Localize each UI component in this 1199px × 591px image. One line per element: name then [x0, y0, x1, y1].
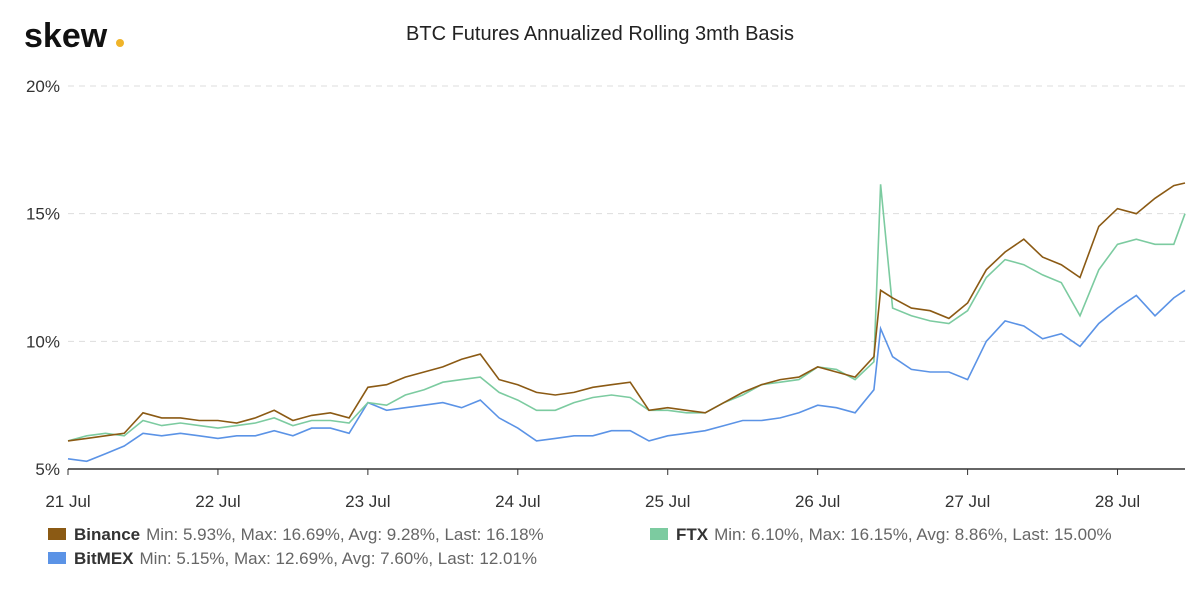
legend-entry: FTX Min: 6.10%, Max: 16.15%, Avg: 8.86%, … — [676, 525, 1112, 544]
x-tick-label: 28 Jul — [1095, 492, 1140, 511]
y-tick-label: 15% — [26, 205, 60, 224]
y-tick-label: 10% — [26, 332, 60, 351]
legend-name: FTX — [676, 525, 709, 544]
legend-name: BitMEX — [74, 549, 134, 568]
x-tick-label: 26 Jul — [795, 492, 840, 511]
x-tick-label: 22 Jul — [195, 492, 240, 511]
x-tick-label: 27 Jul — [945, 492, 990, 511]
legend-stats: Min: 5.15%, Max: 12.69%, Avg: 7.60%, Las… — [140, 549, 538, 568]
legend-swatch — [650, 528, 668, 540]
y-tick-label: 20% — [26, 77, 60, 96]
x-tick-label: 23 Jul — [345, 492, 390, 511]
series-line — [67, 289, 1186, 463]
chart-title: BTC Futures Annualized Rolling 3mth Basi… — [406, 23, 794, 45]
logo: skew — [24, 17, 108, 55]
y-tick-label: 5% — [35, 460, 60, 479]
legend-swatch — [48, 528, 66, 540]
x-tick-label: 21 Jul — [45, 492, 90, 511]
logo-dot — [116, 39, 124, 47]
legend-stats: Min: 6.10%, Max: 16.15%, Avg: 8.86%, Las… — [714, 525, 1112, 544]
legend-entry: Binance Min: 5.93%, Max: 16.69%, Avg: 9.2… — [74, 525, 544, 544]
legend-stats: Min: 5.93%, Max: 16.69%, Avg: 9.28%, Las… — [146, 525, 544, 544]
series-line — [67, 184, 1186, 442]
legend-name: Binance — [74, 525, 140, 544]
x-tick-label: 25 Jul — [645, 492, 690, 511]
legend-entry: BitMEX Min: 5.15%, Max: 12.69%, Avg: 7.60… — [74, 549, 537, 568]
x-tick-label: 24 Jul — [495, 492, 540, 511]
series-line — [67, 182, 1186, 442]
legend-swatch — [48, 552, 66, 564]
